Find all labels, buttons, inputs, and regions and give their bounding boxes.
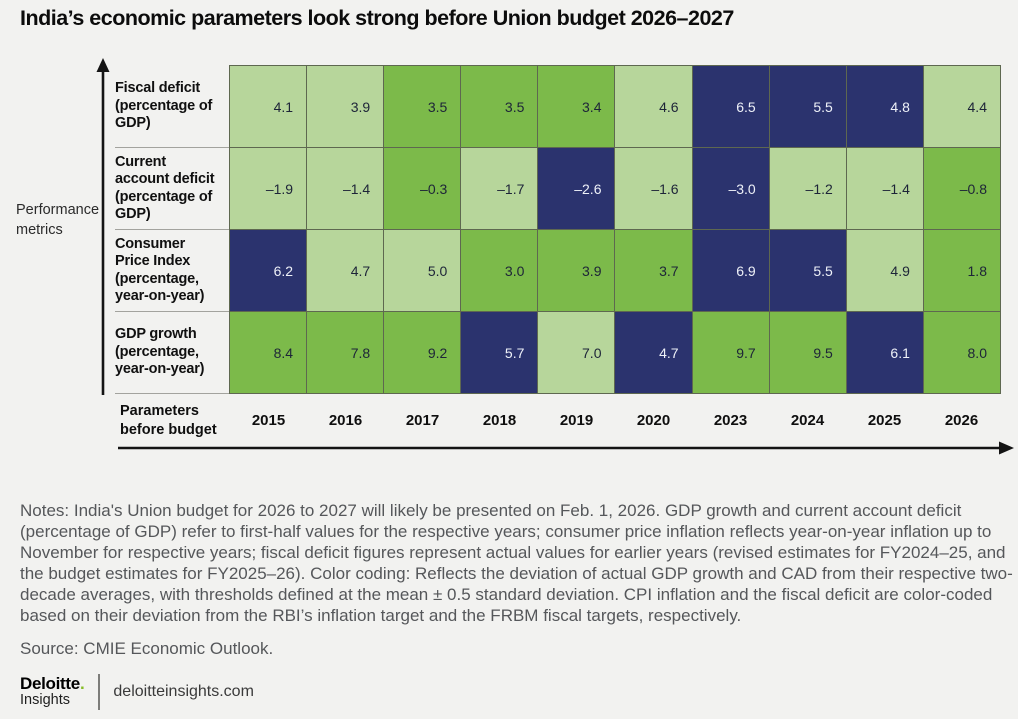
heatmap-cell: 6.1	[846, 312, 923, 393]
heatmap-cell: 1.8	[923, 230, 1000, 311]
years-axis: 2015 2016 2017 2018 2019 2020 2023 2024 2025 2026	[230, 412, 1000, 429]
heatmap-cell: 4.4	[923, 66, 1000, 147]
brand-subtitle: Insights	[20, 691, 70, 708]
heatmap-cell: –3.0	[692, 148, 769, 229]
year-label: 2019	[559, 412, 594, 429]
brand-green-dot: .	[79, 674, 85, 694]
heatmap-cell: 9.5	[769, 312, 846, 393]
heatmap-cell: 3.4	[538, 66, 615, 147]
brand-name: Deloitte.	[20, 674, 85, 694]
heatmap-cell: 4.9	[846, 230, 923, 311]
heatmap-cell: 3.9	[307, 66, 384, 147]
heatmap-cell: 5.7	[461, 312, 538, 393]
heatmap-cell: 5.5	[769, 230, 846, 311]
year-label: 2023	[713, 412, 748, 429]
heatmap-cell: 5.0	[384, 230, 461, 311]
row-label: Fiscal deficit (percentage of GDP)	[115, 66, 229, 148]
axis-arrow-up-icon	[96, 58, 110, 395]
year-label: 2025	[867, 412, 902, 429]
year-label: 2020	[636, 412, 671, 429]
y-axis-label: Performance metrics	[16, 202, 100, 238]
heatmap-cell: –0.3	[384, 148, 461, 229]
heatmap-cell: –0.8	[923, 148, 1000, 229]
year-label: 2018	[482, 412, 517, 429]
heatmap-cell: –1.4	[307, 148, 384, 229]
heatmap-cell: –1.6	[615, 148, 692, 229]
deloitte-insights-logo: Deloitte. Insights	[20, 674, 85, 709]
heatmap-grid: 4.1 3.9 3.5 3.5 3.4 4.6 6.5 5.5 4.8 4.4 –1.9 –1.4 –0…	[229, 65, 1001, 394]
heatmap-cell: 3.0	[461, 230, 538, 311]
year-label: 2017	[405, 412, 440, 429]
heatmap-cell: –1.2	[769, 148, 846, 229]
heatmap-cell: 6.2	[230, 230, 307, 311]
heatmap-cell: 8.4	[230, 312, 307, 393]
heatmap-cell: 7.8	[307, 312, 384, 393]
heatmap-cell: 3.9	[538, 230, 615, 311]
heatmap-cell: 4.7	[615, 312, 692, 393]
heatmap-cell: 6.5	[692, 66, 769, 147]
heatmap-cell: –1.9	[230, 148, 307, 229]
notes-text: Notes: India's Union budget for 2026 to …	[20, 501, 1013, 625]
footer: Deloitte. Insights deloitteinsights.com	[20, 674, 254, 710]
heatmap-cell: –2.6	[538, 148, 615, 229]
footer-website-link[interactable]: deloitteinsights.com	[113, 683, 254, 700]
year-label: 2026	[944, 412, 979, 429]
year-label: 2016	[328, 412, 363, 429]
heatmap-cell: –1.4	[846, 148, 923, 229]
row-labels-column: Fiscal deficit (percentage of GDP) Curren…	[115, 66, 229, 394]
heatmap-cell: 4.6	[615, 66, 692, 147]
year-label: 2015	[251, 412, 286, 429]
row-label: Current account deficit (percentage of G…	[115, 148, 229, 230]
heatmap-cell: 4.8	[846, 66, 923, 147]
heatmap-cell: 3.7	[615, 230, 692, 311]
heatmap-cell: 4.1	[230, 66, 307, 147]
row-label: GDP growth (percentage, year-on-year)	[115, 312, 229, 394]
x-axis-label: Parameters before budget	[120, 403, 217, 438]
chart-title: India’s economic parameters look strong …	[20, 6, 734, 30]
year-label: 2024	[790, 412, 825, 429]
source-text: Source: CMIE Economic Outlook.	[20, 639, 274, 658]
heatmap-cell: 6.9	[692, 230, 769, 311]
heatmap-cell: 3.5	[461, 66, 538, 147]
row-label: Consumer Price Index (percentage, year-o…	[115, 230, 229, 312]
footer-divider	[98, 674, 101, 710]
heatmap-cell: 3.5	[384, 66, 461, 147]
heatmap-cell: 9.2	[384, 312, 461, 393]
heatmap-cell: –1.7	[461, 148, 538, 229]
heatmap-cell: 9.7	[692, 312, 769, 393]
heatmap-cell: 5.5	[769, 66, 846, 147]
heatmap-cell: 4.7	[307, 230, 384, 311]
heatmap-cell: 8.0	[923, 312, 1000, 393]
axis-arrow-right-icon	[118, 441, 1014, 455]
heatmap-cell: 7.0	[538, 312, 615, 393]
